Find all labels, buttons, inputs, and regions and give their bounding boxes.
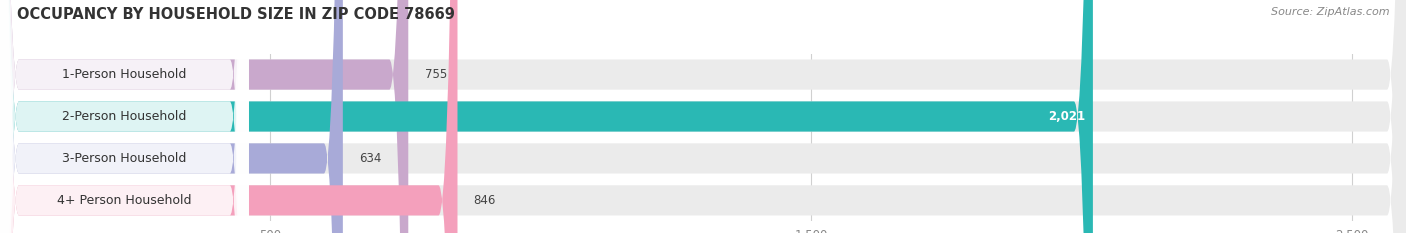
Text: OCCUPANCY BY HOUSEHOLD SIZE IN ZIP CODE 78669: OCCUPANCY BY HOUSEHOLD SIZE IN ZIP CODE … <box>17 7 454 22</box>
Text: 3-Person Household: 3-Person Household <box>62 152 187 165</box>
FancyBboxPatch shape <box>0 0 343 233</box>
FancyBboxPatch shape <box>0 0 1092 233</box>
FancyBboxPatch shape <box>0 0 249 233</box>
FancyBboxPatch shape <box>0 0 249 233</box>
Text: 755: 755 <box>425 68 447 81</box>
FancyBboxPatch shape <box>0 0 408 233</box>
FancyBboxPatch shape <box>0 0 249 233</box>
Text: 2-Person Household: 2-Person Household <box>62 110 187 123</box>
Text: 1-Person Household: 1-Person Household <box>62 68 187 81</box>
Text: 634: 634 <box>359 152 381 165</box>
FancyBboxPatch shape <box>0 0 457 233</box>
Text: 4+ Person Household: 4+ Person Household <box>58 194 191 207</box>
FancyBboxPatch shape <box>0 0 249 233</box>
Text: Source: ZipAtlas.com: Source: ZipAtlas.com <box>1271 7 1389 17</box>
Text: 2,021: 2,021 <box>1047 110 1085 123</box>
Text: 846: 846 <box>474 194 496 207</box>
